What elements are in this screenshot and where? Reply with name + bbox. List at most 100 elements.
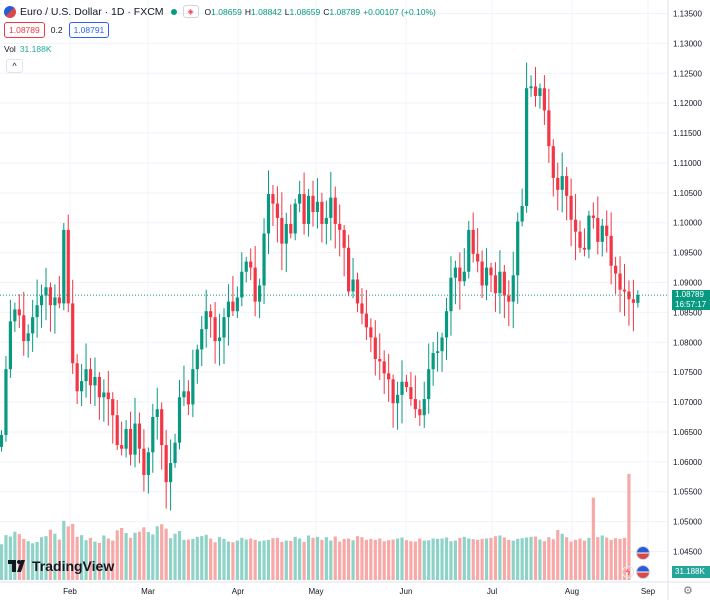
volume-bar xyxy=(373,539,377,580)
volume-bar xyxy=(71,523,75,580)
volume-bar xyxy=(177,531,182,580)
y-tick-label: 1.08000 xyxy=(673,338,702,347)
volume-bar xyxy=(395,538,400,580)
candle-body xyxy=(106,392,110,400)
volume-bar xyxy=(124,533,128,580)
volume-bar xyxy=(4,535,8,580)
volume-bar xyxy=(618,538,622,580)
y-tick-label: 1.05000 xyxy=(673,518,702,527)
volume-bar xyxy=(533,536,538,580)
volume-bar xyxy=(62,520,66,580)
volume-bar xyxy=(102,535,106,580)
candle-body xyxy=(471,229,475,254)
candle-body xyxy=(17,309,21,316)
y-tick-label: 1.04500 xyxy=(673,548,702,557)
candle-body xyxy=(582,247,587,250)
tradingview-logo[interactable]: TradingView xyxy=(8,558,114,574)
volume-bar xyxy=(8,536,12,580)
ohlc-close: C1.08789 xyxy=(323,6,361,17)
volume-bar xyxy=(476,539,480,580)
volume-bar xyxy=(266,539,271,580)
symbol-menu-icon[interactable]: ◈ xyxy=(182,5,199,18)
volume-bar xyxy=(440,538,444,580)
eur-usd-flag-icon xyxy=(4,5,16,18)
candle-body xyxy=(436,351,440,354)
candle-body xyxy=(493,275,498,294)
volume-bar xyxy=(614,538,618,580)
candle-body xyxy=(413,399,417,410)
volume-bar xyxy=(262,540,266,580)
volume-bar xyxy=(502,537,506,580)
volume-bar xyxy=(284,540,288,580)
candle-body xyxy=(80,381,84,392)
candle-body xyxy=(382,361,386,374)
candle-body xyxy=(622,289,627,292)
volume-bar xyxy=(569,541,573,580)
volume-bar xyxy=(351,540,355,580)
volume-badge: 31.188K xyxy=(672,566,710,578)
y-tick-label: 1.12500 xyxy=(673,69,702,78)
volume-bar xyxy=(0,544,4,580)
candle-body xyxy=(120,445,124,449)
volume-bar xyxy=(142,527,146,580)
candle-body xyxy=(240,271,244,298)
collapse-legend-button[interactable]: ^ xyxy=(6,59,23,73)
candle-body xyxy=(533,86,538,96)
volume-bar xyxy=(511,540,515,580)
candle-body xyxy=(440,337,444,352)
volume-bar xyxy=(151,534,155,580)
last-price-badge: 1.08789 16:57:17 xyxy=(672,290,710,310)
candle-body xyxy=(186,391,190,405)
volume-bar xyxy=(409,541,413,580)
candle-body xyxy=(280,217,284,244)
sell-button[interactable]: 1.08789 xyxy=(4,22,45,38)
candle-body xyxy=(62,229,66,304)
candle-body xyxy=(516,221,520,276)
volume-bar xyxy=(31,543,35,580)
us-flag-icon[interactable] xyxy=(636,565,650,579)
x-tick-label: May xyxy=(308,587,323,596)
candle-body xyxy=(115,415,119,446)
candle-body xyxy=(507,295,511,302)
gear-icon[interactable]: ⚙ xyxy=(683,585,693,597)
candle-body xyxy=(128,428,133,455)
candle-body xyxy=(137,423,142,449)
volume-bar xyxy=(111,540,115,580)
volume-bar xyxy=(315,536,320,580)
candle-body xyxy=(342,229,346,248)
volume-bar xyxy=(480,538,484,580)
volume-bar xyxy=(133,532,137,580)
candle-body xyxy=(306,195,311,224)
candle-body xyxy=(542,88,546,111)
volume-bar xyxy=(222,538,226,580)
volume-legend: Vol 31.188K xyxy=(4,44,52,54)
symbol-legend: Euro / U.S. Dollar · 1D · FXCM ◈ O1.0865… xyxy=(4,5,439,18)
candle-body xyxy=(467,229,471,272)
volume-bar xyxy=(66,526,70,580)
candle-body xyxy=(293,203,297,234)
volume-bar xyxy=(418,538,422,580)
candle-body xyxy=(369,327,373,338)
candle-body xyxy=(31,317,35,334)
x-tick-label: Jun xyxy=(400,587,413,596)
y-tick-label: 1.13000 xyxy=(673,39,702,48)
candle-body xyxy=(409,387,413,400)
us-flag-icon[interactable] xyxy=(636,546,650,560)
volume-bar xyxy=(204,534,208,580)
volume-bar xyxy=(600,535,604,580)
volume-bar xyxy=(436,538,440,580)
symbol-title[interactable]: Euro / U.S. Dollar · 1D · FXCM xyxy=(20,5,164,18)
y-tick-label: 1.06500 xyxy=(673,428,702,437)
candle-body xyxy=(511,275,515,302)
candle-body xyxy=(84,369,88,382)
x-tick-label: Apr xyxy=(232,587,245,596)
volume-bar xyxy=(565,537,569,580)
candle-body xyxy=(39,295,44,306)
candle-body xyxy=(587,215,591,250)
bolt-icon[interactable]: ϟ xyxy=(622,566,634,578)
candle-body xyxy=(573,219,578,232)
volume-bar xyxy=(578,538,582,580)
candle-body xyxy=(164,445,168,483)
buy-button[interactable]: 1.08791 xyxy=(68,22,110,38)
